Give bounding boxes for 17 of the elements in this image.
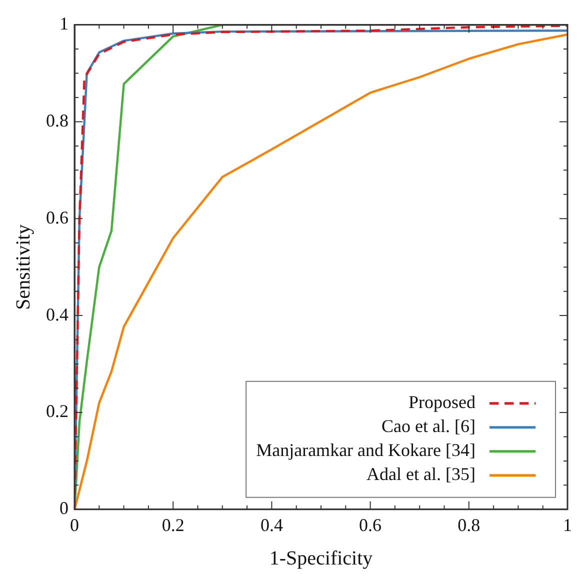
y-tick-label: 0.8 xyxy=(46,110,68,130)
x-axis-title: 1-Specificity xyxy=(269,547,373,570)
legend-label: Proposed xyxy=(408,392,476,412)
x-tick-label: 0.4 xyxy=(260,514,283,535)
legend-label: Cao et al. [6] xyxy=(382,416,476,436)
legend-label: Adal et al. [35] xyxy=(366,464,476,484)
y-tick-label: 1 xyxy=(60,14,68,34)
x-tick-label: 0.8 xyxy=(458,514,480,535)
y-tick-label: 0 xyxy=(60,498,68,518)
x-tick-label: 0.6 xyxy=(359,514,382,535)
y-tick-label: 0.6 xyxy=(46,207,68,228)
y-tick-label: 0.2 xyxy=(46,401,68,422)
x-tick-label: 1 xyxy=(563,514,572,535)
y-tick-label: 0.4 xyxy=(46,304,68,324)
y-axis-title: Sensitivity xyxy=(12,224,34,310)
legend-label: Manjaramkar and Kokare [34] xyxy=(256,440,476,460)
x-tick-label: 0.2 xyxy=(162,514,184,535)
